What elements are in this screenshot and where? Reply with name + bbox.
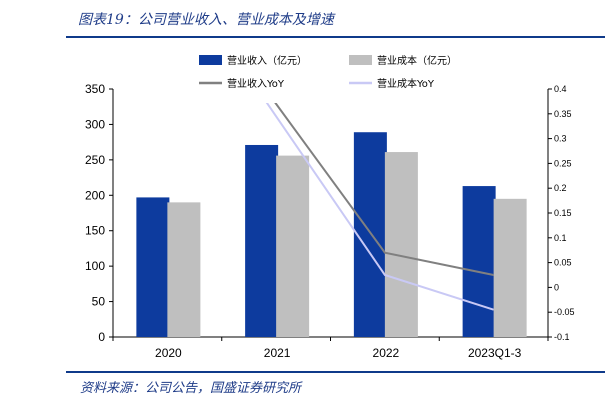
right-tick-label: 0.35 (554, 109, 572, 119)
right-tick-label: 0.05 (554, 258, 572, 268)
bar-cost-2022 (384, 152, 418, 337)
bar-cost-2020 (167, 202, 201, 337)
right-tick-label: -0.05 (554, 307, 575, 317)
bar-revenue-2023Q1-3 (462, 186, 496, 337)
legend-label: 营业收入（亿元） (227, 54, 307, 67)
legend-label: 营业成本YoY (377, 77, 435, 90)
legend-label: 营业成本（亿元） (377, 54, 457, 67)
right-tick-label: 0.15 (554, 208, 572, 218)
left-tick-label: 150 (85, 224, 105, 238)
right-tick-label: 0 (554, 282, 559, 292)
bar-cost-2023Q1-3 (493, 198, 527, 337)
left-tick-label: 300 (85, 117, 105, 131)
left-tick-label: 0 (98, 330, 105, 344)
bar-revenue-2020 (136, 197, 170, 337)
x-category-label: 2023Q1-3 (468, 346, 522, 360)
right-tick-label: 0.4 (554, 84, 567, 94)
legend-swatch (349, 55, 372, 65)
legend-label: 营业收入YoY (227, 77, 285, 90)
source-note: 资料来源：公司公告，国盛证券研究所 (80, 381, 302, 396)
left-tick-label: 350 (85, 82, 105, 96)
line-revenue-yoy (274, 103, 494, 276)
right-tick-label: -0.1 (554, 332, 570, 342)
right-tick-label: 0.2 (554, 183, 567, 193)
right-tick-label: 0.25 (554, 158, 572, 168)
left-tick-label: 100 (85, 259, 105, 273)
legend-swatch (199, 55, 222, 65)
line-cost-yoy (265, 103, 494, 311)
x-category-label: 2022 (373, 346, 400, 360)
figure-title: 图表19：公司营业收入、营业成本及增速 (78, 12, 334, 28)
left-tick-label: 250 (85, 153, 105, 167)
right-tick-label: 0.1 (554, 233, 567, 243)
bar-revenue-2022 (353, 132, 387, 337)
x-category-label: 2020 (155, 346, 182, 360)
left-tick-label: 200 (85, 188, 105, 202)
right-tick-label: 0.3 (554, 134, 567, 144)
bottom-divider (66, 371, 605, 373)
top-divider (66, 36, 605, 38)
left-tick-label: 50 (92, 295, 106, 309)
bar-revenue-2021 (245, 144, 279, 337)
bar-cost-2021 (276, 155, 310, 337)
x-category-label: 2021 (264, 346, 291, 360)
